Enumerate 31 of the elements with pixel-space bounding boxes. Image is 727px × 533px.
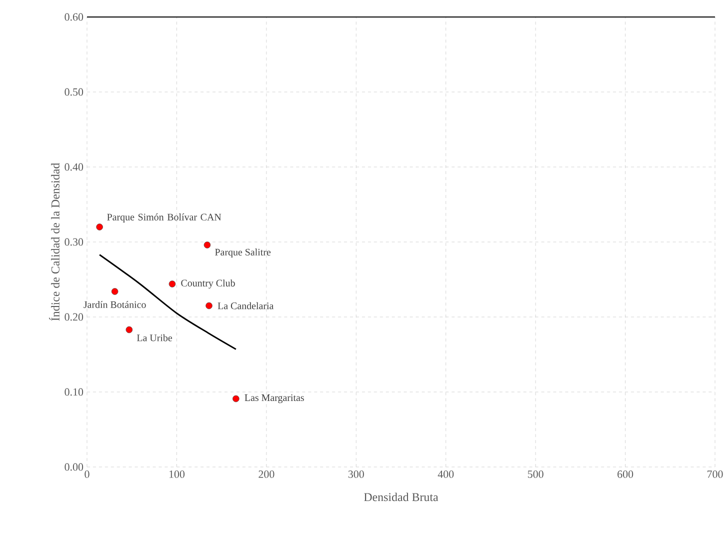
- annotation: Country Club: [181, 279, 235, 289]
- y-tick-label: 0.60: [64, 13, 84, 21]
- y-axis-title: Índice de Calidad de la Densidad: [49, 162, 60, 321]
- x-tick-label: 100: [169, 470, 185, 478]
- x-tick-label: 300: [348, 470, 364, 478]
- x-tick-label: 700: [708, 470, 723, 478]
- point: [96, 224, 103, 230]
- y-tick-label: 0.00: [64, 463, 84, 471]
- y-tick-label: 0.20: [64, 313, 84, 321]
- x-tick-label: 600: [618, 470, 634, 478]
- y-tick-label: 0.40: [64, 163, 84, 171]
- point: [232, 395, 240, 402]
- annotation: La Candelaria: [218, 302, 274, 310]
- y-tick-label: 0.30: [64, 238, 84, 246]
- point: [168, 280, 176, 288]
- annotation: Parque Salitre: [215, 248, 271, 258]
- point: [111, 288, 118, 295]
- point: [204, 242, 211, 248]
- point: [126, 326, 133, 334]
- x-tick-label: 200: [258, 470, 274, 478]
- point: [206, 302, 212, 310]
- annotation: La Uribe: [136, 334, 172, 342]
- x-axis-title: Densidad Bruta: [364, 492, 438, 502]
- annotation: Las Margaritas: [244, 394, 304, 404]
- x-tick-label: 0: [84, 470, 90, 478]
- x-tick-label: 400: [438, 470, 454, 478]
- annotation: Parque Simón Bolívar CAN: [107, 213, 222, 222]
- x-tick-label: 500: [528, 470, 544, 478]
- y-tick-label: 0.50: [64, 88, 84, 96]
- annotation: Jardín Botánico: [84, 300, 146, 308]
- y-tick-label: 0.10: [64, 388, 84, 396]
